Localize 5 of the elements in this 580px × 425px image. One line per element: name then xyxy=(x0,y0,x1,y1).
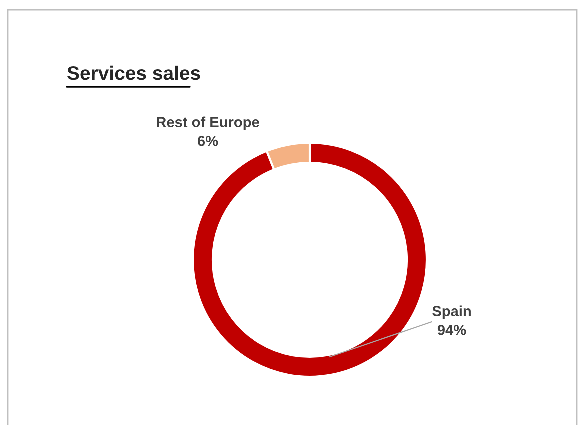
slice-label: Rest of Europe xyxy=(157,116,260,130)
slice-label: Spain xyxy=(432,306,471,320)
data-label: 6% xyxy=(198,136,218,146)
chart-title: Services sales xyxy=(68,66,200,80)
data-label: 94% xyxy=(438,325,466,336)
